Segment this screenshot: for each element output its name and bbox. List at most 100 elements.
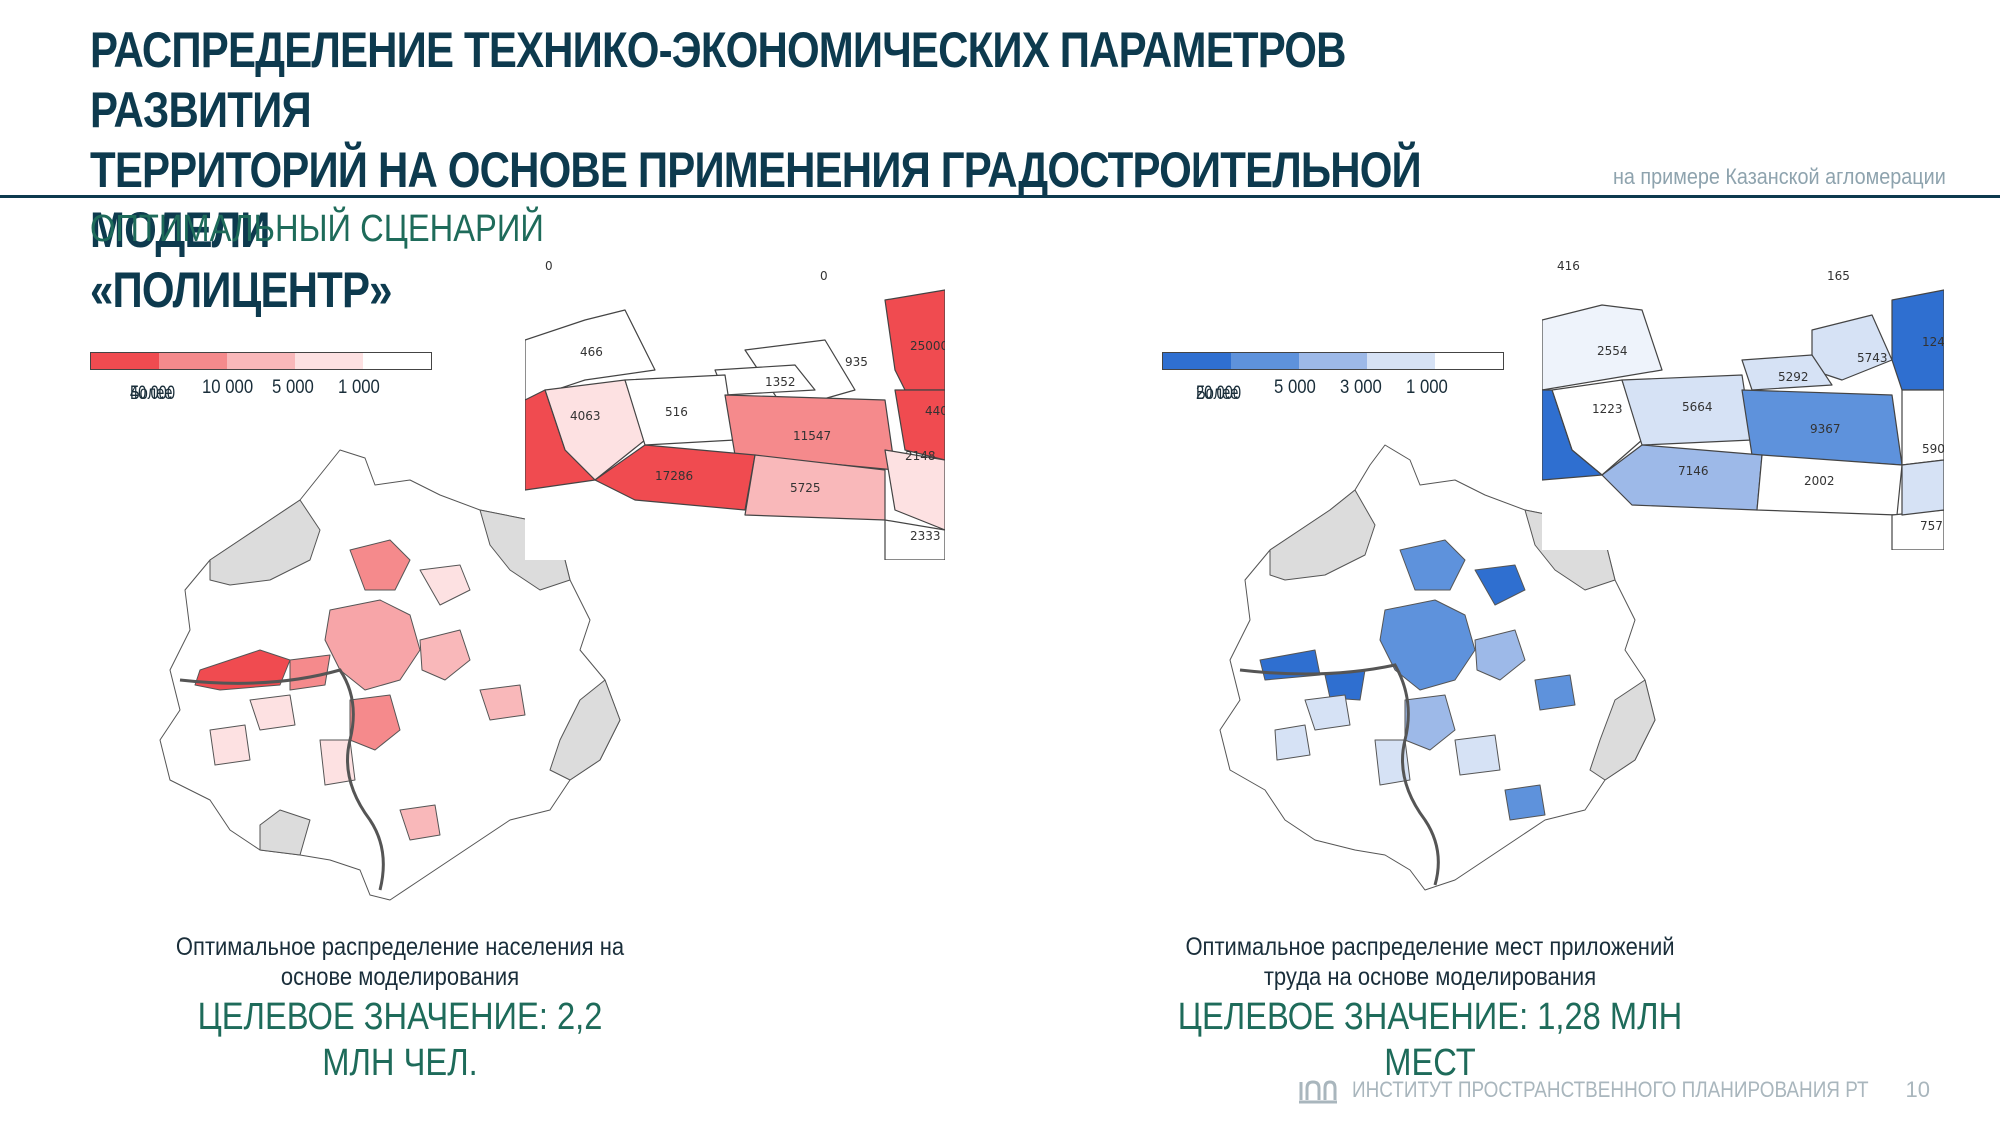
legend-swatch-5 — [1435, 353, 1503, 369]
page-subtitle: на примере Казанской агломерации — [1613, 164, 1946, 189]
legend-label-3: 5 000 — [272, 377, 314, 398]
population-target: ЦЕЛЕВОЕ ЗНАЧЕНИЕ: 2,2 МЛН ЧЕЛ. — [197, 996, 603, 1084]
page-title: РАСПРЕДЕЛЕНИЕ ТЕХНИКО-ЭКОНОМИЧЕСКИХ ПАРА… — [90, 20, 1501, 320]
inset-zone-466 — [525, 309, 656, 401]
inset-zone-590 — [1901, 389, 1944, 466]
population-caption-line-2: основе моделирования — [280, 963, 520, 991]
jobs-caption-line-2: труда на основе моделирования — [1263, 963, 1597, 991]
legend-label-4: 1 000 — [338, 377, 380, 398]
title-line-1: РАСПРЕДЕЛЕНИЕ ТЕХНИКО-ЭКОНОМИЧЕСКИХ ПАРА… — [90, 22, 1346, 138]
title-line-3: «ПОЛИЦЕНТР» — [90, 262, 392, 318]
inset-value: 0 — [820, 269, 828, 283]
region-red-centre — [324, 599, 421, 691]
region-blue-light-1 — [1304, 694, 1351, 731]
inset-zone-far-west — [525, 389, 596, 491]
inset-value: 7146 — [1678, 464, 1709, 478]
region-blue-e2 — [1534, 674, 1576, 711]
inset-value: 590 — [1922, 442, 1944, 456]
inset-value: 2148 — [905, 449, 936, 463]
region-red-south-2 — [399, 804, 441, 841]
inset-zone-2333 — [884, 519, 945, 560]
jobs-caption-line-1: Оптимальное распределение мест приложени… — [1185, 933, 1675, 961]
population-legend-scale — [90, 352, 432, 370]
population-legend: Более 40 000 10 000 5 000 1 000 — [90, 352, 432, 430]
jobs-caption: Оптимальное распределение мест приложени… — [1130, 932, 1730, 1086]
region-red-sw4 — [209, 724, 251, 766]
inset-value: 124 — [1922, 335, 1944, 349]
legend-label-3: 3 000 — [1340, 377, 1382, 398]
region-blue-east — [1474, 629, 1526, 681]
inset-value: 4063 — [570, 409, 601, 423]
region-grey-sw — [259, 809, 311, 856]
legend-label-4: 1 000 — [1406, 377, 1448, 398]
header-divider — [0, 195, 2000, 198]
river — [179, 668, 385, 891]
jobs-legend: Более 20 000 5 000 3 000 1 000 — [1162, 352, 1504, 430]
region-red-east — [419, 629, 471, 681]
population-inset-map: 0 0 466 935 25000 1352 4063 516 11547 44… — [525, 250, 945, 560]
inset-zone-2148 — [884, 449, 945, 531]
inset-value: 5725 — [790, 481, 821, 495]
legend-swatch-1 — [1163, 353, 1231, 369]
institute-logo-icon — [1299, 1080, 1337, 1104]
inset-zone-east-light — [1901, 459, 1944, 516]
inset-value: 935 — [845, 355, 868, 369]
inset-value: 466 — [580, 345, 603, 359]
river — [1239, 663, 1440, 886]
inset-value: 17286 — [655, 469, 693, 483]
region-blue-light-4 — [1274, 724, 1311, 761]
inset-value: 5292 — [1778, 370, 1809, 384]
inset-value: 1223 — [1592, 402, 1623, 416]
inset-value: 25000 — [910, 339, 945, 353]
inset-value: 5743 — [1857, 351, 1888, 365]
region-blue-light-3 — [1454, 734, 1501, 776]
title-line-2: ТЕРРИТОРИЙ НА ОСНОВЕ ПРИМЕНЕНИЯ ГРАДОСТР… — [90, 142, 1422, 258]
jobs-map — [1219, 444, 1656, 891]
region-red-ne — [419, 564, 471, 606]
inset-value: 1352 — [765, 375, 796, 389]
region-blue-south-2 — [1504, 784, 1546, 821]
jobs-target: ЦЕЛЕВОЕ ЗНАЧЕНИЕ: 1,28 МЛН МЕСТ — [1177, 996, 1683, 1084]
inset-value: 2333 — [910, 529, 941, 543]
inset-value: 416 — [1557, 259, 1580, 273]
inset-value: 9367 — [1810, 422, 1841, 436]
inset-value: 5664 — [1682, 400, 1713, 414]
region-grey-nw — [209, 499, 321, 586]
legend-swatch-2 — [159, 353, 227, 369]
region-red-s3 — [319, 739, 356, 786]
region-red-w3 — [249, 694, 296, 731]
region-grey-se — [549, 679, 621, 781]
legend-swatch-2 — [1231, 353, 1299, 369]
inset-value: 2554 — [1597, 344, 1628, 358]
page-number: 10 — [1905, 1077, 1930, 1102]
region-blue-light-2 — [1374, 739, 1411, 786]
legend-swatch-5 — [363, 353, 431, 369]
inset-zone-5292 — [1741, 354, 1833, 391]
region-blue-centre — [1379, 599, 1476, 691]
legend-swatch-1 — [91, 353, 159, 369]
inset-value: 440 — [925, 404, 945, 418]
region-red-e3 — [479, 684, 526, 721]
region-red-west — [194, 649, 291, 691]
inset-zone-far-west — [1542, 389, 1603, 481]
region-blue-north — [1399, 539, 1466, 591]
region-grey-nw — [1269, 489, 1376, 581]
region-red-west-2 — [289, 654, 331, 691]
inset-zone-440 — [894, 389, 945, 461]
region-grey-se — [1589, 679, 1656, 781]
legend-swatch-3 — [227, 353, 295, 369]
population-caption: Оптимальное распределение населения на о… — [130, 932, 670, 1086]
legend-swatch-4 — [295, 353, 363, 369]
legend-swatch-4 — [1367, 353, 1435, 369]
scenario-label: ОПТИМАЛЬНЫЙ СЦЕНАРИЙ — [90, 208, 544, 250]
inset-value: 165 — [1827, 269, 1850, 283]
legend-label-2: 10 000 — [202, 377, 254, 398]
inset-value: 2002 — [1804, 474, 1835, 488]
jobs-inset-map: 416 165 2554 5743 124 5292 1223 5664 936… — [1542, 250, 1944, 550]
footer: ИНСТИТУТ ПРОСТРАНСТВЕННОГО ПЛАНИРОВАНИЯ … — [1298, 1070, 1978, 1110]
inset-value: 11547 — [793, 429, 831, 443]
population-map — [159, 449, 621, 901]
institute-name: ИНСТИТУТ ПРОСТРАНСТВЕННОГО ПЛАНИРОВАНИЯ … — [1352, 1077, 1869, 1102]
inset-zone-2554 — [1542, 304, 1663, 391]
inset-value: 0 — [545, 259, 553, 273]
